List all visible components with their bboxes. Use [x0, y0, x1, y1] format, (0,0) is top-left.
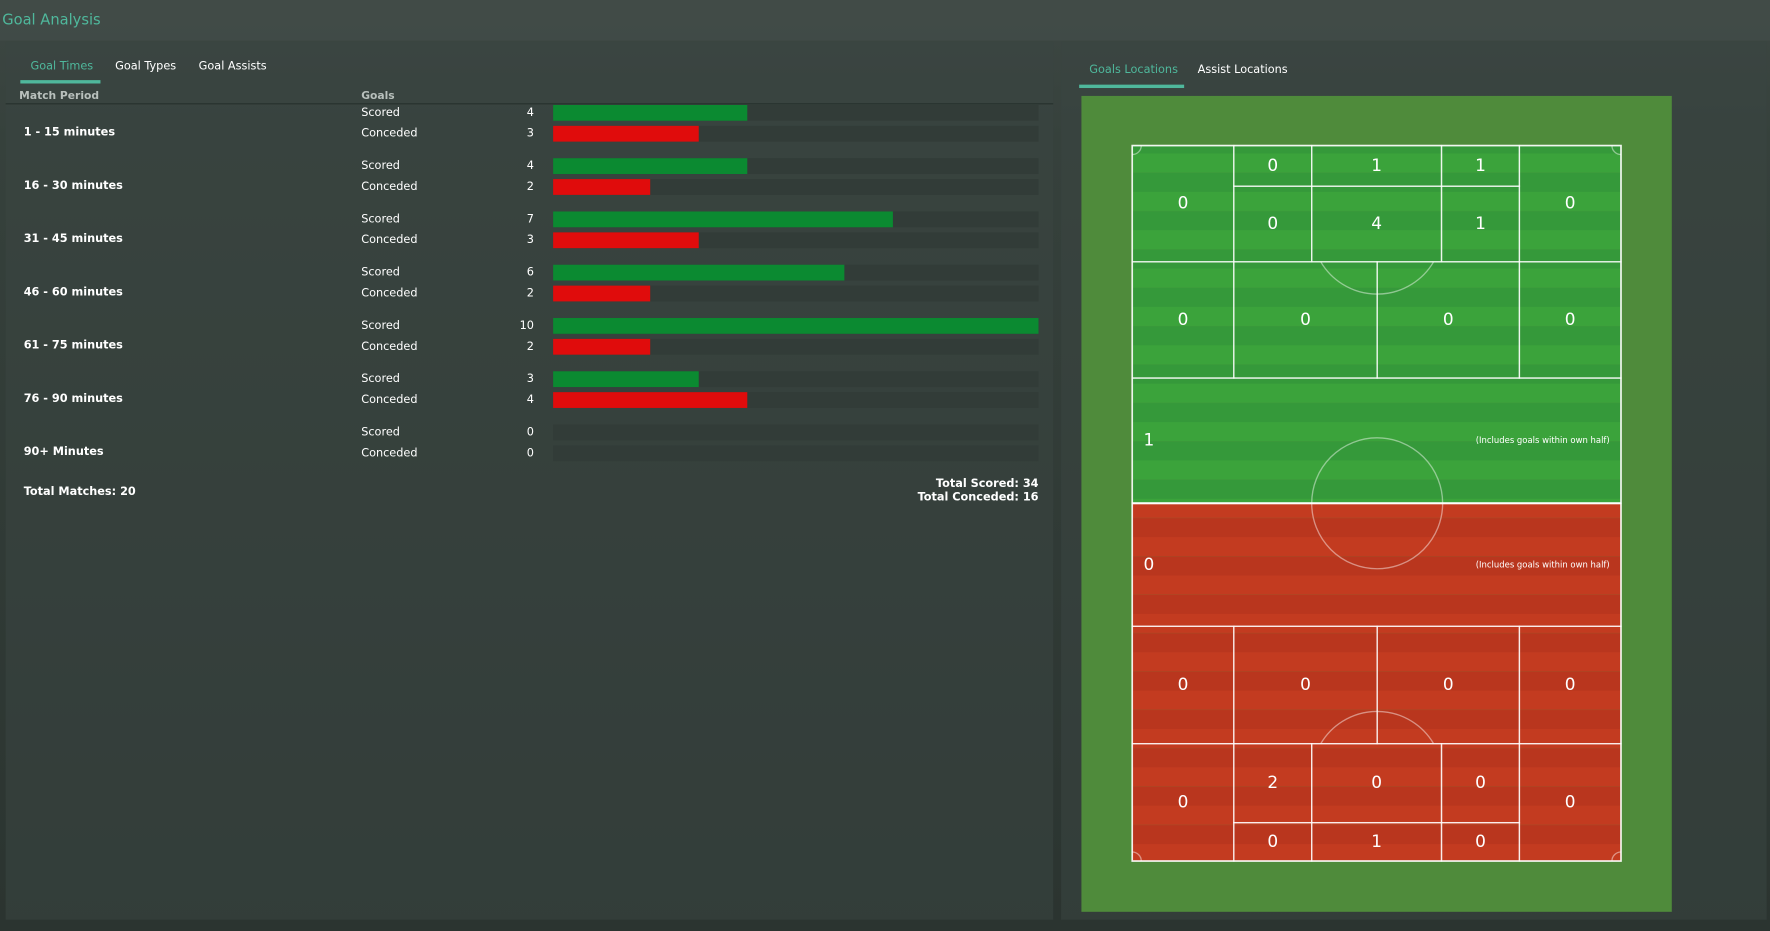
zone-count: 0 — [1475, 831, 1486, 851]
zone-count: 0 — [1443, 674, 1454, 694]
zone-count: 0 — [1267, 831, 1278, 851]
period-label: 90+ Minutes — [24, 445, 104, 458]
zone-note: (Includes goals within own half) — [1476, 559, 1610, 569]
goal-kind-label: Scored — [361, 266, 400, 279]
column-header: Goals — [361, 89, 394, 102]
period-label: 1 - 15 minutes — [24, 126, 116, 139]
zone-count: 1 — [1475, 213, 1486, 233]
zone-count: 0 — [1178, 791, 1189, 811]
total-matches: Total Matches: 20 — [24, 485, 136, 498]
zone-count: 0 — [1565, 791, 1576, 811]
tab[interactable]: Goal Types — [115, 60, 176, 73]
period-label: 46 - 60 minutes — [24, 285, 123, 298]
tab[interactable]: Goal Times — [30, 60, 93, 73]
bar — [553, 264, 845, 281]
period-label: 61 - 75 minutes — [24, 339, 123, 352]
goal-count: 6 — [527, 266, 534, 279]
goal-count: 2 — [527, 340, 534, 353]
goal-count: 2 — [527, 180, 534, 193]
zone-count: 0 — [1475, 772, 1486, 792]
goal-kind-label: Conceded — [361, 127, 417, 140]
bar — [553, 371, 699, 388]
bar — [553, 285, 651, 302]
bar — [553, 211, 893, 228]
goal-count: 7 — [527, 212, 534, 225]
goal-kind-label: Conceded — [361, 233, 417, 246]
bar — [553, 125, 699, 142]
bar-track — [553, 338, 1039, 355]
bar — [553, 318, 1039, 334]
page-title: Goal Analysis — [2, 11, 100, 28]
tab-underline — [1079, 84, 1185, 89]
bar — [553, 392, 748, 408]
zone-count: 1 — [1371, 831, 1382, 851]
goal-count: 3 — [527, 233, 534, 246]
period-label: 31 - 45 minutes — [24, 232, 123, 245]
pitch-zone — [1440, 821, 1521, 862]
goal-kind-label: Conceded — [361, 287, 417, 300]
goal-kind-label: Conceded — [361, 180, 417, 193]
goal-count: 3 — [527, 127, 534, 140]
total-scored: Total Scored: 34 — [936, 477, 1039, 490]
zone-count: 0 — [1144, 554, 1155, 574]
goal-kind-label: Conceded — [361, 340, 417, 353]
zone-count: 0 — [1178, 193, 1189, 213]
zone-count: 0 — [1565, 193, 1576, 213]
tab[interactable]: Goals Locations — [1089, 63, 1178, 76]
goal-count: 2 — [527, 287, 534, 300]
goal-kind-label: Scored — [361, 319, 400, 332]
zone-count: 0 — [1178, 674, 1189, 694]
bar-track — [553, 285, 1039, 302]
zone-count: 0 — [1565, 309, 1576, 329]
zone-count: 1 — [1475, 155, 1486, 175]
tab[interactable]: Goal Assists — [199, 60, 267, 73]
zone-count: 0 — [1371, 772, 1382, 792]
goal-kind-label: Scored — [361, 159, 400, 172]
period-label: 76 - 90 minutes — [24, 392, 123, 405]
zone-count: 0 — [1300, 674, 1311, 694]
goal-count: 4 — [527, 106, 534, 119]
zone-count: 0 — [1565, 674, 1576, 694]
goal-kind-label: Conceded — [361, 446, 417, 459]
goal-kind-label: Scored — [361, 425, 400, 438]
goal-kind-label: Scored — [361, 106, 400, 119]
zone-count: 1 — [1144, 430, 1155, 450]
goal-count: 10 — [520, 319, 534, 332]
bar — [553, 104, 748, 121]
period-label: 16 - 30 minutes — [24, 179, 123, 192]
zone-count: 0 — [1443, 309, 1454, 329]
total-conceded: Total Conceded: 16 — [918, 491, 1039, 504]
tab-underline — [20, 80, 101, 84]
bar — [553, 158, 748, 175]
bar-track — [553, 179, 1039, 195]
zone-count: 0 — [1267, 213, 1278, 233]
zone-note: (Includes goals within own half) — [1476, 435, 1610, 445]
goal-kind-label: Scored — [361, 372, 400, 385]
column-header: Match Period — [19, 89, 99, 102]
zone-count: 0 — [1300, 309, 1311, 329]
goal-kind-label: Scored — [361, 212, 400, 225]
tab[interactable]: Assist Locations — [1198, 63, 1288, 76]
zone-count: 2 — [1267, 772, 1278, 792]
pitch-zone — [1518, 742, 1622, 862]
title-bar — [0, 0, 1770, 41]
zone-count: 0 — [1178, 309, 1189, 329]
bar-track — [553, 424, 1039, 441]
goal-count: 4 — [527, 159, 534, 172]
bar-track — [553, 445, 1039, 462]
goal-count: 4 — [527, 393, 534, 406]
zone-count: 1 — [1371, 155, 1382, 175]
zone-count: 0 — [1267, 155, 1278, 175]
bar — [553, 179, 651, 195]
goal-count: 0 — [527, 446, 534, 459]
zone-count: 4 — [1371, 213, 1382, 233]
goal-count: 3 — [527, 372, 534, 385]
goal-kind-label: Conceded — [361, 393, 417, 406]
bar — [553, 232, 699, 249]
goal-count: 0 — [527, 425, 534, 438]
bar — [553, 338, 651, 355]
